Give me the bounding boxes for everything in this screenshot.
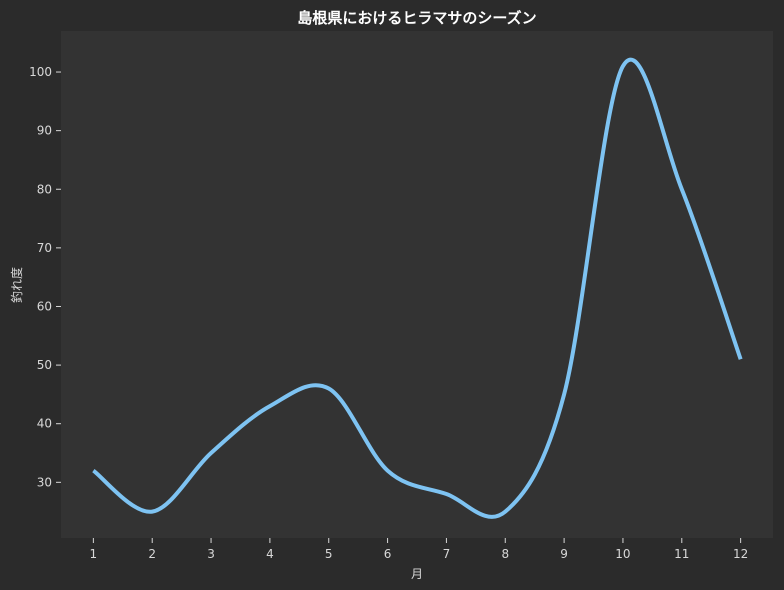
x-ticks: 1 2 3 4 5 6 7 8 9 10 11 12 xyxy=(90,538,748,561)
chart-title: 島根県におけるヒラマサのシーズン xyxy=(297,9,536,27)
x-tick-label: 11 xyxy=(674,547,689,561)
series-layer xyxy=(92,57,743,519)
x-tick-label: 12 xyxy=(733,547,748,561)
x-tick-label: 6 xyxy=(384,547,392,561)
y-tick-label: 90 xyxy=(37,124,52,138)
y-tick-label: 70 xyxy=(37,241,52,255)
x-tick-label: 3 xyxy=(207,547,215,561)
x-tick-label: 5 xyxy=(325,547,333,561)
x-tick-label: 4 xyxy=(266,547,274,561)
x-axis-label: 月 xyxy=(411,567,423,581)
y-tick-label: 30 xyxy=(37,475,52,489)
x-tick-label: 1 xyxy=(90,547,98,561)
plot-area xyxy=(61,31,773,538)
y-tick-label: 100 xyxy=(29,65,52,79)
series-line-0 xyxy=(92,57,743,519)
y-ticks: 30 40 50 60 70 80 90 100 xyxy=(29,65,61,489)
x-tick-label: 9 xyxy=(560,547,568,561)
x-tick-label: 8 xyxy=(501,547,509,561)
y-tick-label: 80 xyxy=(37,182,52,196)
y-tick-label: 50 xyxy=(37,358,52,372)
x-tick-label: 7 xyxy=(443,547,451,561)
x-tick-label: 10 xyxy=(615,547,630,561)
x-tick-label: 2 xyxy=(148,547,156,561)
y-tick-label: 40 xyxy=(37,417,52,431)
y-tick-label: 60 xyxy=(37,299,52,313)
y-axis-label: 釣れ度 xyxy=(9,267,24,303)
